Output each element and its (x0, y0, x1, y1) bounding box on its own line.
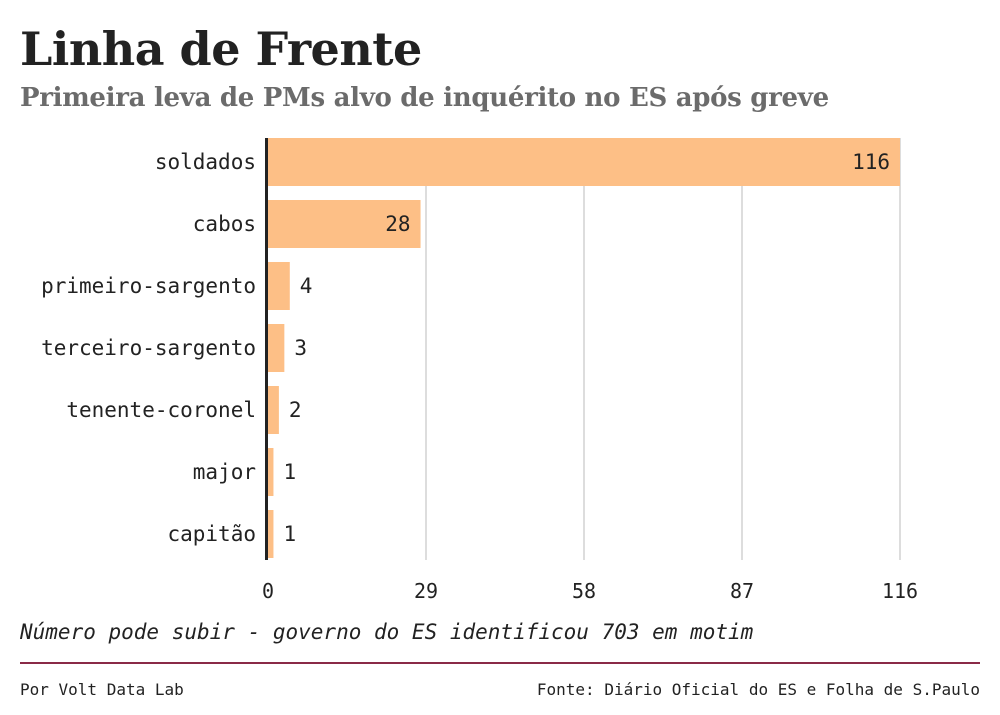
source-text: Fonte: Diário Oficial do ES e Folha de S… (536, 680, 980, 699)
category-label: cabos (193, 212, 256, 236)
footnote: Número pode subir - governo do ES identi… (20, 620, 754, 644)
x-tick-label: 87 (730, 579, 754, 603)
footer-divider (20, 662, 980, 664)
category-label: soldados (155, 150, 256, 174)
bar (268, 262, 290, 310)
bar (268, 324, 285, 372)
value-label: 4 (300, 274, 313, 298)
chart-title: Linha de Frente (20, 22, 422, 76)
x-tick-labels: 0 29 58 87 116 (262, 579, 918, 603)
value-label: 1 (283, 460, 296, 484)
bar (268, 200, 421, 248)
gridlines (425, 138, 901, 560)
x-tick-label: 29 (414, 579, 438, 603)
x-tick-label: 58 (572, 579, 596, 603)
chart-subtitle: Primeira leva de PMs alvo de inquérito n… (20, 83, 829, 113)
x-tick-label: 0 (262, 579, 274, 603)
value-label: 28 (385, 212, 410, 236)
category-label: tenente-coronel (66, 398, 256, 422)
category-label: major (193, 460, 256, 484)
bar (268, 448, 274, 496)
x-tick-label: 116 (882, 579, 918, 603)
category-label: capitão (167, 522, 256, 546)
category-label: primeiro-sargento (41, 274, 256, 298)
category-labels: soldados cabos primeiro-sargento terceiro-s… (41, 150, 256, 546)
bar (268, 138, 900, 186)
credit-text: Por Volt Data Lab (20, 680, 184, 699)
value-label: 116 (852, 150, 890, 174)
value-label: 3 (294, 336, 307, 360)
bars (268, 138, 900, 558)
bar (268, 386, 279, 434)
category-label: terceiro-sargento (41, 336, 256, 360)
value-labels: 116 28 4 3 2 1 1 (283, 150, 890, 546)
value-label: 2 (289, 398, 302, 422)
bar (268, 510, 274, 558)
value-label: 1 (283, 522, 296, 546)
